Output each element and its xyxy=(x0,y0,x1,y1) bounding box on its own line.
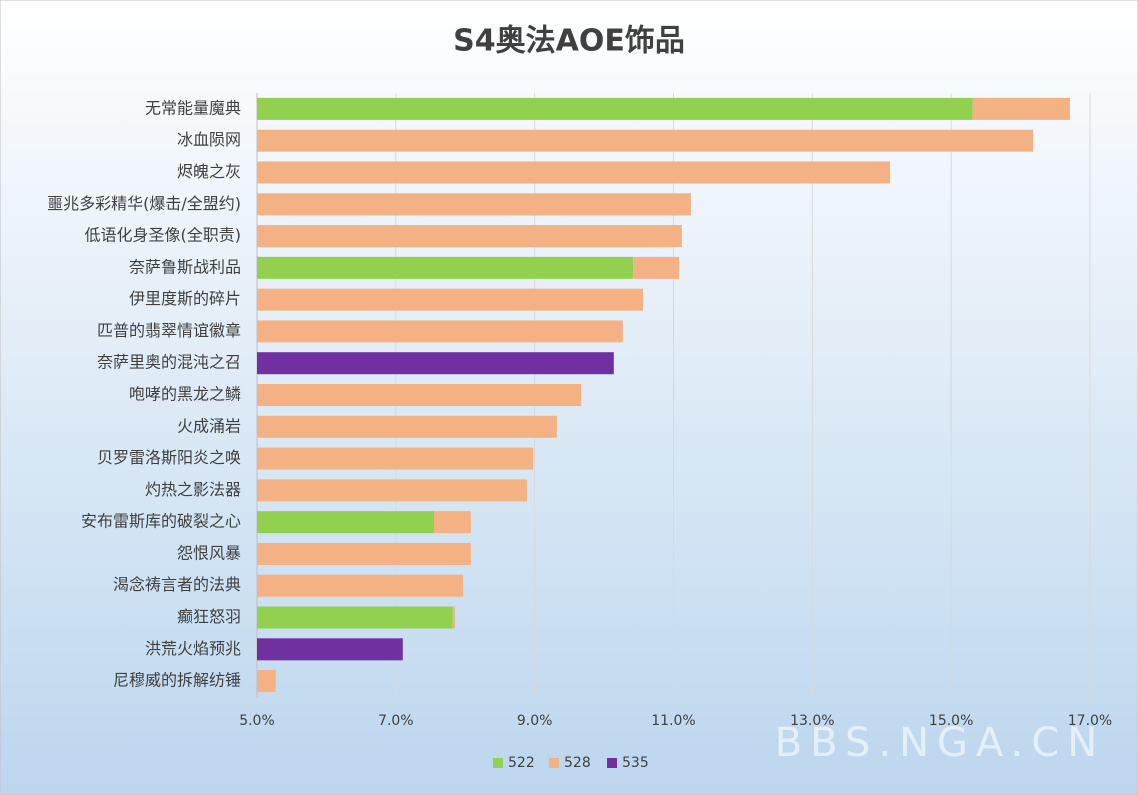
bar-segment xyxy=(257,511,435,534)
y-tick-label: 冰血陨网 xyxy=(177,130,241,149)
bar-segment xyxy=(257,352,614,375)
bar-segment xyxy=(257,288,643,311)
bar-segment xyxy=(257,542,471,565)
legend-label: 528 xyxy=(564,755,591,771)
y-tick-label: 奈萨鲁斯战利品 xyxy=(129,257,241,276)
bar-segment xyxy=(257,256,634,279)
bar-segment xyxy=(257,193,691,216)
legend-swatch xyxy=(607,758,617,768)
legend-label: 522 xyxy=(508,755,535,771)
bar-segment xyxy=(257,638,403,661)
x-tick-label: 11.0% xyxy=(651,713,695,729)
bar-segment xyxy=(257,574,464,597)
y-tick-label: 灼热之影法器 xyxy=(145,480,241,499)
y-tick-label: 怨恨风暴 xyxy=(177,543,241,562)
bar-segment xyxy=(257,97,973,120)
bar-segment xyxy=(434,511,471,534)
y-tick-label: 噩兆多彩精华(爆击/全盟约) xyxy=(47,194,241,213)
x-tick-label: 5.0% xyxy=(239,713,275,729)
bar-segment xyxy=(257,479,528,502)
bar-segment xyxy=(257,415,557,438)
bar-segment xyxy=(257,606,453,629)
x-tick-label: 7.0% xyxy=(378,713,414,729)
y-tick-label: 癫狂怒羽 xyxy=(177,607,241,626)
bar-segment xyxy=(257,161,891,184)
y-tick-label: 无常能量魔典 xyxy=(145,98,241,117)
x-tick-label: 13.0% xyxy=(790,713,834,729)
y-tick-label: 烬魄之灰 xyxy=(177,162,241,181)
bar-segment xyxy=(257,447,534,470)
watermark: BBS.NGA.CN xyxy=(775,720,1105,766)
y-tick-label: 低语化身圣像(全职责) xyxy=(85,226,242,245)
x-tick-label: 15.0% xyxy=(929,713,973,729)
y-tick-label: 洪荒火焰预兆 xyxy=(145,639,241,658)
bar-segment xyxy=(257,129,1034,152)
y-tick-label: 奈萨里奥的混沌之召 xyxy=(97,353,241,372)
bar-segment xyxy=(633,256,680,279)
x-tick-label: 17.0% xyxy=(1068,713,1112,729)
y-tick-label: 咆哮的黑龙之鳞 xyxy=(129,385,241,404)
legend-swatch xyxy=(493,758,503,768)
legend-label: 535 xyxy=(622,755,649,771)
legend-swatch xyxy=(549,758,559,768)
bar-segment xyxy=(257,225,682,248)
y-tick-label: 火成涌岩 xyxy=(177,416,241,435)
bar-segment xyxy=(972,97,1070,120)
bar-segment xyxy=(452,606,455,629)
chart-title: S4奥法AOE饰品 xyxy=(453,24,685,59)
bar-segment xyxy=(257,670,276,693)
y-tick-label: 尼穆威的拆解纺锤 xyxy=(113,671,241,690)
y-tick-label: 贝罗雷洛斯阳炎之唤 xyxy=(97,448,241,467)
bar-segment xyxy=(257,320,623,343)
bar-segment xyxy=(257,384,582,406)
y-tick-label: 匹普的翡翠情谊徽章 xyxy=(97,321,241,340)
y-tick-label: 伊里度斯的碎片 xyxy=(129,289,241,308)
y-tick-label: 渴念祷言者的法典 xyxy=(113,575,241,594)
x-tick-label: 9.0% xyxy=(517,713,553,729)
y-tick-label: 安布雷斯库的破裂之心 xyxy=(81,512,241,531)
